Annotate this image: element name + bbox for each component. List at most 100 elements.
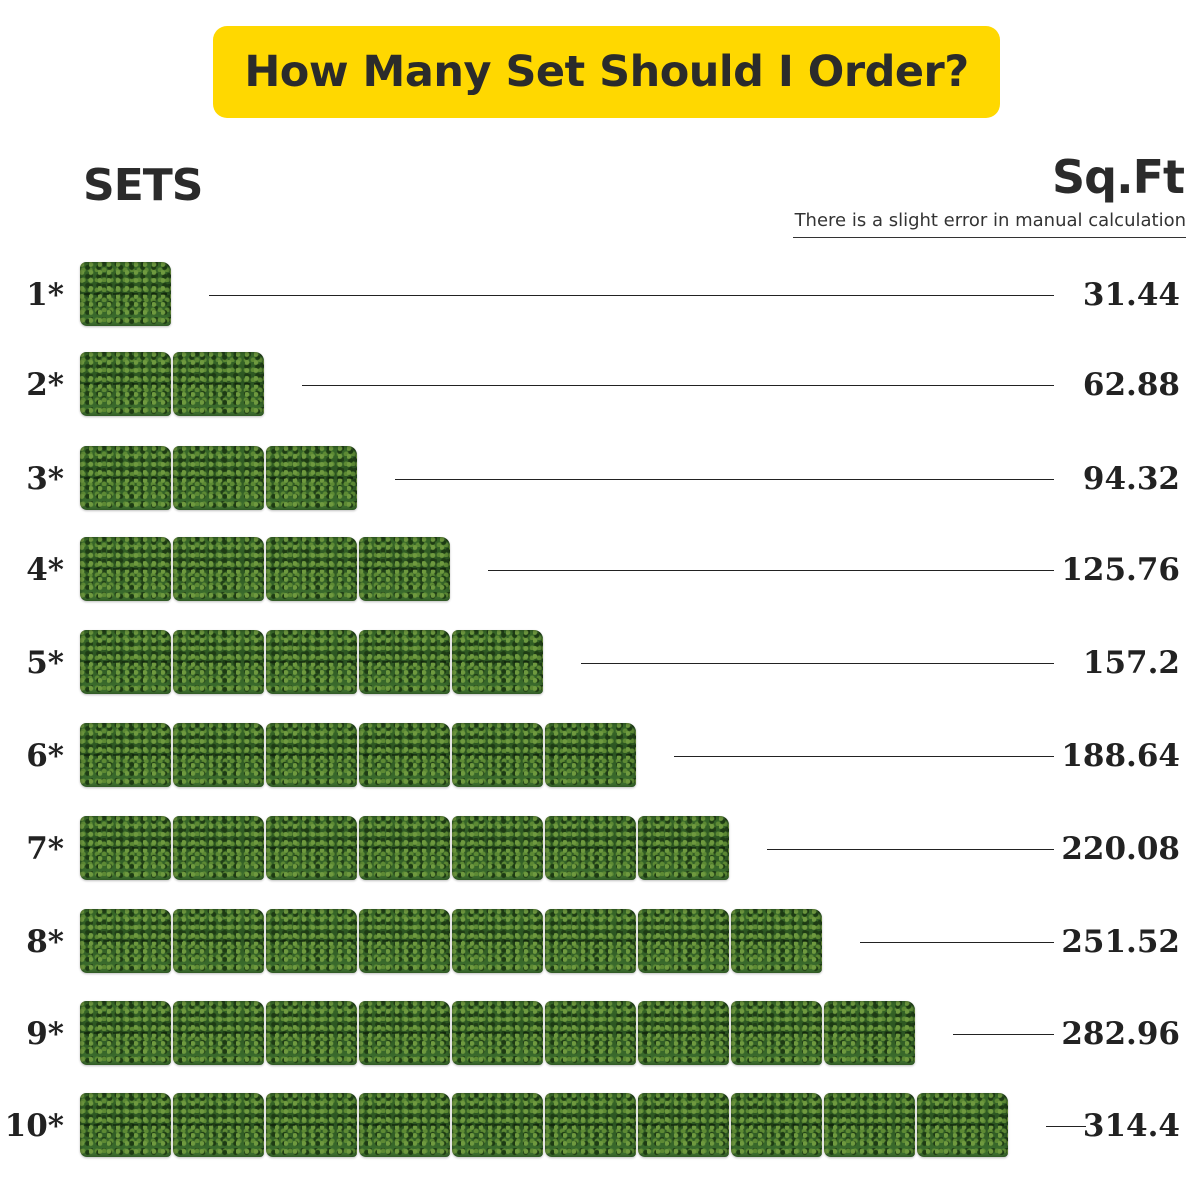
leader-line [860, 942, 1054, 943]
hedge-panel-image [359, 630, 450, 694]
hedge-panel-image [359, 816, 450, 880]
hedge-panel-image [80, 816, 171, 880]
hedge-panels [80, 630, 543, 694]
hedge-panel-image [452, 630, 543, 694]
hedge-panel-image [266, 1001, 357, 1065]
sqft-value: 282.96 [1061, 1016, 1180, 1052]
hedge-panel-image [452, 1001, 543, 1065]
hedge-panels [80, 537, 450, 601]
hedge-panel-image [80, 352, 171, 416]
hedge-panel-image [266, 537, 357, 601]
hedge-panel-image [80, 1001, 171, 1065]
hedge-panel-image [173, 537, 264, 601]
hedge-panel-image [173, 352, 264, 416]
leader-line [302, 385, 1054, 386]
hedge-panel-image [266, 909, 357, 973]
hedge-panel-image [359, 1001, 450, 1065]
set-count-label: 6* [26, 738, 64, 774]
set-count-label: 3* [26, 461, 64, 497]
hedge-panel-image [173, 1093, 264, 1157]
set-row: 10* 314.4 [0, 1093, 1200, 1159]
hedge-panel-image [266, 446, 357, 510]
hedge-panels [80, 1093, 1008, 1157]
leader-line [488, 570, 1054, 571]
set-row: 4* 125.76 [0, 537, 1200, 603]
leader-line [953, 1034, 1054, 1035]
leader-line [674, 756, 1054, 757]
hedge-panel-image [80, 1093, 171, 1157]
set-count-label: 5* [26, 645, 64, 681]
hedge-panel-image [173, 630, 264, 694]
hedge-panels [80, 446, 357, 510]
sqft-value: 220.08 [1061, 831, 1180, 867]
hedge-panel-image [545, 1001, 636, 1065]
set-row: 1* 31.44 [0, 262, 1200, 328]
hedge-panel-image [545, 1093, 636, 1157]
sqft-value: 251.52 [1061, 924, 1180, 960]
hedge-panel-image [545, 909, 636, 973]
hedge-panel-image [638, 816, 729, 880]
hedge-panel-image [731, 1001, 822, 1065]
set-count-label: 7* [26, 831, 64, 867]
title-banner: How Many Set Should I Order? [213, 26, 1000, 118]
set-count-label: 9* [26, 1016, 64, 1052]
leader-line [581, 663, 1054, 664]
hedge-panel-image [80, 262, 171, 326]
hedge-panels [80, 909, 822, 973]
calculation-note: There is a slight error in manual calcul… [792, 210, 1186, 238]
hedge-panel-image [266, 816, 357, 880]
hedge-panel-image [80, 909, 171, 973]
sqft-column-header: Sq.Ft [1052, 150, 1185, 204]
hedge-panels [80, 1001, 915, 1065]
page-title: How Many Set Should I Order? [244, 47, 969, 97]
hedge-panel-image [80, 537, 171, 601]
sqft-value: 62.88 [1082, 367, 1180, 403]
hedge-panel-image [173, 816, 264, 880]
hedge-panel-image [359, 1093, 450, 1157]
hedge-panel-image [452, 1093, 543, 1157]
set-row: 3* 94.32 [0, 446, 1200, 512]
hedge-panels [80, 262, 171, 326]
leader-line [209, 295, 1054, 296]
hedge-panel-image [80, 446, 171, 510]
hedge-panel-image [452, 723, 543, 787]
set-count-label: 2* [26, 367, 64, 403]
hedge-panel-image [638, 1093, 729, 1157]
hedge-panels [80, 816, 729, 880]
hedge-panel-image [452, 816, 543, 880]
sqft-value: 94.32 [1082, 461, 1180, 497]
set-row: 7* 220.08 [0, 816, 1200, 882]
sqft-value: 314.4 [1082, 1108, 1180, 1144]
hedge-panel-image [266, 723, 357, 787]
hedge-panel-image [731, 909, 822, 973]
set-row: 5* 157.2 [0, 630, 1200, 696]
hedge-panel-image [638, 1001, 729, 1065]
hedge-panel-image [359, 537, 450, 601]
leader-line [395, 479, 1054, 480]
hedge-panels [80, 352, 264, 416]
hedge-panel-image [359, 909, 450, 973]
set-row: 2* 62.88 [0, 352, 1200, 418]
set-row: 6* 188.64 [0, 723, 1200, 789]
hedge-panels [80, 723, 636, 787]
sets-column-header: SETS [83, 160, 203, 211]
leader-line [1046, 1126, 1086, 1127]
set-count-label: 1* [26, 277, 64, 313]
hedge-panel-image [731, 1093, 822, 1157]
sqft-value: 31.44 [1082, 277, 1180, 313]
leader-line [767, 849, 1054, 850]
hedge-panel-image [80, 723, 171, 787]
set-row: 8* 251.52 [0, 909, 1200, 975]
hedge-panel-image [266, 1093, 357, 1157]
hedge-panel-image [173, 1001, 264, 1065]
hedge-panel-image [173, 909, 264, 973]
hedge-panel-image [173, 723, 264, 787]
sqft-value: 157.2 [1082, 645, 1180, 681]
hedge-panel-image [824, 1093, 915, 1157]
hedge-panel-image [545, 816, 636, 880]
hedge-panel-image [266, 630, 357, 694]
sqft-value: 188.64 [1061, 738, 1180, 774]
hedge-panel-image [173, 446, 264, 510]
hedge-panel-image [917, 1093, 1008, 1157]
hedge-panel-image [638, 909, 729, 973]
